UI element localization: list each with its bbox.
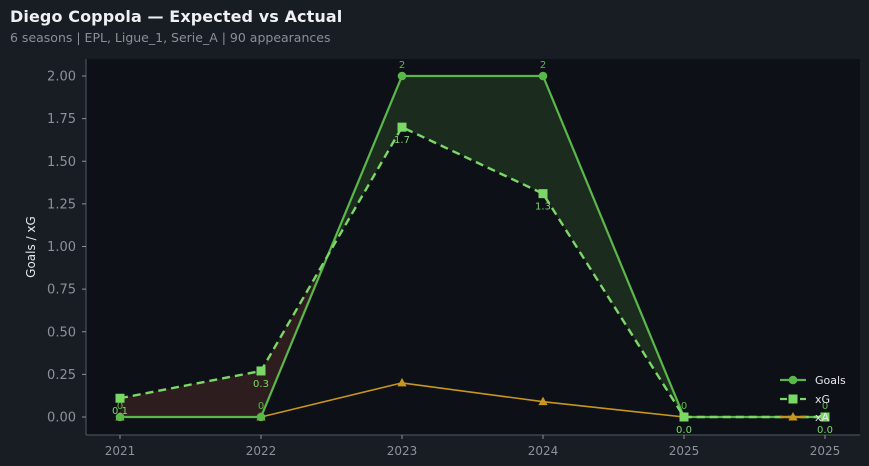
x-tick-label: 2023 (387, 444, 418, 458)
legend-item-xg: xG (780, 393, 830, 406)
x-tick-label: 2022 (246, 444, 277, 458)
legend-label: Goals (815, 374, 846, 387)
goals-data-label: 0 (117, 401, 123, 412)
legend-label: xA (815, 411, 830, 424)
x-tick-label: 2021 (105, 444, 136, 458)
legend-circle-icon (788, 375, 798, 385)
x-axis-ticks: 2021 2022 2023 2024 2025 2025 (105, 435, 841, 458)
y-tick-label: 0.25 (47, 368, 76, 383)
xg-marker (538, 189, 548, 199)
y-tick-label: 2.00 (47, 70, 76, 85)
data-labels: 0 02 20 00.10.31.71.30.0 0.0 (112, 60, 833, 436)
xg-line (119, 125, 825, 419)
underperformance-area (120, 370, 261, 417)
legend-triangle-icon (788, 412, 798, 421)
legend-item-goals: Goals (780, 374, 846, 387)
xa-marker (397, 377, 407, 387)
y-tick-label: 1.25 (47, 197, 76, 212)
goals-data-label: 2 (399, 60, 405, 71)
xg-data-label: 0.0 (676, 425, 692, 436)
y-tick-label: 1.75 (47, 112, 76, 127)
xg-data-label: 0.1 (112, 406, 128, 417)
legend-label: xG (815, 393, 830, 406)
y-tick-label: 1.50 (47, 155, 76, 170)
goals-data-label: 2 (540, 60, 546, 71)
chart-subtitle: 6 seasons | EPL, Ligue_1, Serie_A | 90 a… (10, 30, 331, 45)
y-tick-label: 0.50 (47, 325, 76, 340)
series-markers (115, 71, 830, 422)
y-axis-label: Goals / xG (24, 216, 38, 278)
goals-marker (256, 412, 266, 422)
xg-data-label: 0.0 (817, 425, 833, 436)
xg-marker (820, 412, 830, 422)
xg-data-label: 1.7 (394, 135, 410, 146)
xg-marker (397, 122, 407, 132)
y-tick-label: 0.75 (47, 283, 76, 298)
series-lines (119, 74, 825, 419)
chart-title: Diego Coppola — Expected vs Actual (10, 7, 343, 26)
overperformance-area (402, 76, 543, 194)
xg-data-label: 0.3 (253, 379, 269, 390)
legend-item-xa: xA (780, 411, 830, 424)
goals-data-label: 0 (258, 401, 264, 412)
y-axis-ticks: 0.00 0.25 0.50 0.75 1.00 1.25 1.50 1.75 2.00 (47, 70, 86, 426)
goals-data-label: 0 (822, 401, 828, 412)
xg-marker (115, 393, 125, 403)
xg-marker (679, 412, 689, 422)
goals-marker (115, 412, 125, 422)
legend-square-icon (788, 394, 798, 404)
x-tick-label: 2025 (810, 444, 841, 458)
x-tick-label: 2025 (669, 444, 700, 458)
xg-data-label: 1.3 (535, 202, 551, 213)
goals-marker (538, 71, 548, 81)
y-tick-label: 0.00 (47, 411, 76, 426)
xg-marker (256, 366, 266, 376)
x-tick-label: 2024 (528, 444, 559, 458)
legend: Goals xG xA (780, 374, 846, 424)
xa-marker (538, 396, 548, 406)
goals-data-label: 0 (681, 401, 687, 412)
goals-marker (397, 71, 407, 81)
goals-line (120, 74, 825, 419)
y-tick-label: 1.00 (47, 240, 76, 255)
